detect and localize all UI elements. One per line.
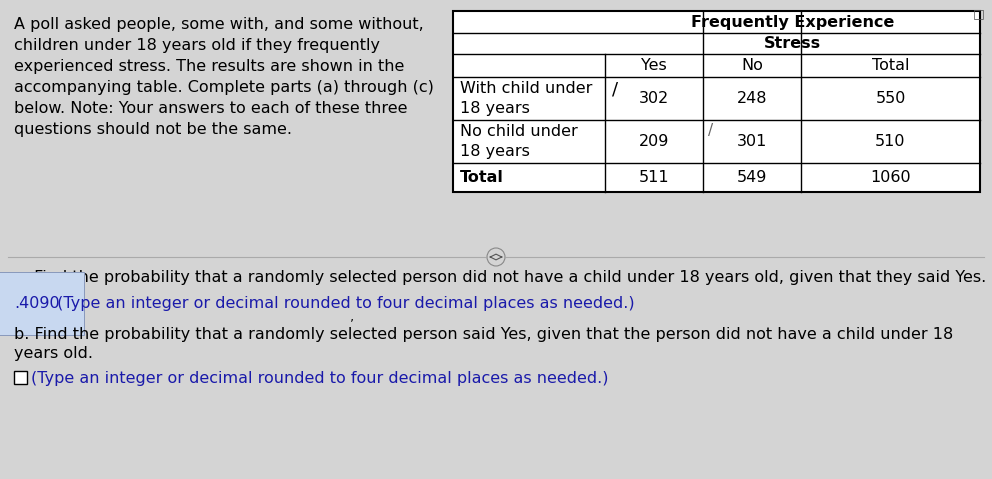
Text: Total: Total [460, 170, 504, 185]
Text: Yes: Yes [641, 58, 667, 73]
Text: experienced stress. The results are shown in the: experienced stress. The results are show… [14, 59, 405, 74]
Text: ’: ’ [350, 317, 354, 330]
Text: 302: 302 [639, 91, 670, 106]
Text: below. Note: Your answers to each of these three: below. Note: Your answers to each of the… [14, 101, 408, 116]
Text: With child under: With child under [460, 81, 592, 96]
Text: (Type an integer or decimal rounded to four decimal places as needed.): (Type an integer or decimal rounded to f… [52, 296, 635, 311]
Text: 18 years: 18 years [460, 101, 530, 116]
Text: 209: 209 [639, 134, 670, 149]
Text: No child under: No child under [460, 124, 577, 139]
Text: □: □ [973, 7, 985, 20]
Text: a. Find the probability that a randomly selected person did not have a child und: a. Find the probability that a randomly … [14, 270, 986, 285]
Text: /: / [708, 123, 713, 138]
Text: /: / [612, 80, 618, 98]
Text: Total: Total [872, 58, 910, 73]
Text: 18 years: 18 years [460, 144, 530, 159]
Text: questions should not be the same.: questions should not be the same. [14, 122, 292, 137]
Text: Stress: Stress [764, 36, 821, 51]
Text: 1060: 1060 [870, 170, 911, 185]
Text: 301: 301 [737, 134, 767, 149]
Text: accompanying table. Complete parts (a) through (c): accompanying table. Complete parts (a) t… [14, 80, 434, 95]
Text: 550: 550 [875, 91, 906, 106]
Text: b. Find the probability that a randomly selected person said Yes, given that the: b. Find the probability that a randomly … [14, 327, 953, 342]
Text: 248: 248 [737, 91, 767, 106]
Bar [453, 11, 980, 192]
Text: A poll asked people, some with, and some without,: A poll asked people, some with, and some… [14, 17, 424, 32]
Text: 511: 511 [639, 170, 670, 185]
Text: years old.: years old. [14, 346, 93, 361]
Bar [453, 11, 980, 192]
Text: (Type an integer or decimal rounded to four decimal places as needed.): (Type an integer or decimal rounded to f… [31, 371, 608, 386]
Text: .4090: .4090 [14, 296, 60, 311]
Text: No: No [741, 58, 763, 73]
Circle shape [487, 248, 505, 266]
Text: children under 18 years old if they frequently: children under 18 years old if they freq… [14, 38, 380, 53]
Text: 549: 549 [737, 170, 767, 185]
Bar [14, 371, 27, 384]
Text: Frequently Experience: Frequently Experience [690, 14, 894, 30]
Text: 510: 510 [875, 134, 906, 149]
